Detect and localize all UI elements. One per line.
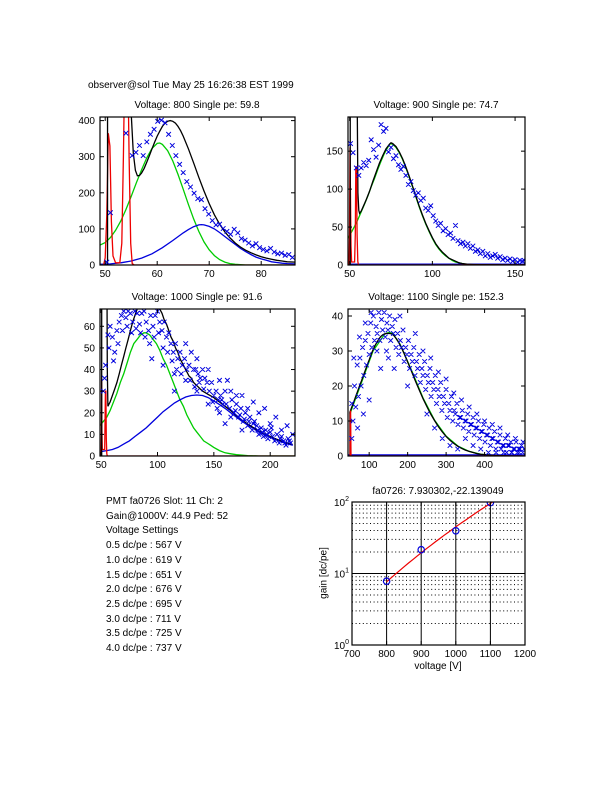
svg-text:70: 70 <box>204 269 216 280</box>
svg-text:300: 300 <box>78 152 95 163</box>
svg-text:80: 80 <box>256 269 268 280</box>
svg-text:200: 200 <box>78 188 95 199</box>
svg-text:150: 150 <box>507 269 524 280</box>
svg-text:0: 0 <box>89 261 95 272</box>
svg-text:100: 100 <box>149 460 166 471</box>
svg-text:50: 50 <box>84 343 96 354</box>
gain-xaxis-label: voltage [V] <box>414 661 462 672</box>
svg-text:102: 102 <box>334 496 349 509</box>
info-line-pmt: PMT fa0726 Slot: 11 Ch: 2 <box>106 496 223 507</box>
svg-text:10: 10 <box>332 417 344 428</box>
svg-text:60: 60 <box>84 322 96 333</box>
svg-text:101: 101 <box>334 568 349 581</box>
svg-text:200: 200 <box>399 460 416 471</box>
svg-text:100: 100 <box>78 224 95 235</box>
svg-text:700: 700 <box>344 649 361 660</box>
svg-text:100: 100 <box>361 460 378 471</box>
svg-text:50: 50 <box>332 223 344 234</box>
svg-text:800: 800 <box>378 649 395 660</box>
info-line-setting: 2.5 dc/pe : 695 V <box>106 598 182 610</box>
info-line-setting: 0.5 dc/pe : 567 V <box>106 540 182 552</box>
svg-text:100: 100 <box>424 269 441 280</box>
svg-text:900: 900 <box>413 649 430 660</box>
svg-text:400: 400 <box>476 460 493 471</box>
svg-text:1100: 1100 <box>480 649 502 660</box>
info-line-setting: 3.5 dc/pe : 725 V <box>106 628 182 640</box>
info-line-setting: 3.0 dc/pe : 711 V <box>106 613 181 625</box>
info-block: PMT fa0726 Slot: 11 Ch: 2 Gain@1000V: 44… <box>106 495 228 657</box>
plot-800v-title: Voltage: 800 Single pe: 59.8 <box>134 100 260 111</box>
svg-text:50: 50 <box>344 269 356 280</box>
gain-plot-title: fa0726: 7.930302,-22.139049 <box>372 486 504 497</box>
gain-yaxis-label: gain [dc/pe] <box>318 547 330 599</box>
svg-text:40: 40 <box>84 365 96 376</box>
svg-text:60: 60 <box>152 269 164 280</box>
svg-text:0: 0 <box>89 452 95 463</box>
info-line-setting: 1.5 dc/pe : 651 V <box>106 569 182 581</box>
svg-text:30: 30 <box>332 347 344 358</box>
svg-text:150: 150 <box>206 460 223 471</box>
svg-text:300: 300 <box>438 460 455 471</box>
svg-text:50: 50 <box>96 460 108 471</box>
svg-text:10: 10 <box>84 430 96 441</box>
svg-text:30: 30 <box>84 387 96 398</box>
svg-text:20: 20 <box>84 408 96 419</box>
svg-text:20: 20 <box>332 382 344 393</box>
info-line-setting: 2.0 dc/pe : 676 V <box>106 584 182 596</box>
svg-text:100: 100 <box>326 185 343 196</box>
plot-900v-title: Voltage: 900 Single pe: 74.7 <box>373 100 499 111</box>
svg-text:150: 150 <box>326 147 343 158</box>
svg-text:200: 200 <box>262 460 279 471</box>
svg-text:40: 40 <box>332 312 344 323</box>
svg-text:1200: 1200 <box>514 649 537 660</box>
info-line-heading: Voltage Settings <box>106 525 179 537</box>
info-line-setting: 4.0 dc/pe : 737 V <box>106 643 182 655</box>
plot-1000v-title: Voltage: 1000 Single pe: 91.6 <box>131 292 263 303</box>
svg-text:0: 0 <box>337 452 343 463</box>
info-line-setting: 1.0 dc/pe : 619 V <box>106 554 182 566</box>
svg-text:400: 400 <box>78 116 95 127</box>
svg-text:50: 50 <box>100 269 112 280</box>
svg-text:0: 0 <box>337 261 343 272</box>
svg-text:1000: 1000 <box>445 649 468 660</box>
info-line-gain: Gain@1000V: 44.9 Ped: 52 <box>106 510 229 522</box>
header-text: observer@sol Tue May 25 16:26:38 EST 199… <box>88 80 294 91</box>
plot-1100v-title: Voltage: 1100 Single pe: 152.3 <box>368 292 504 303</box>
